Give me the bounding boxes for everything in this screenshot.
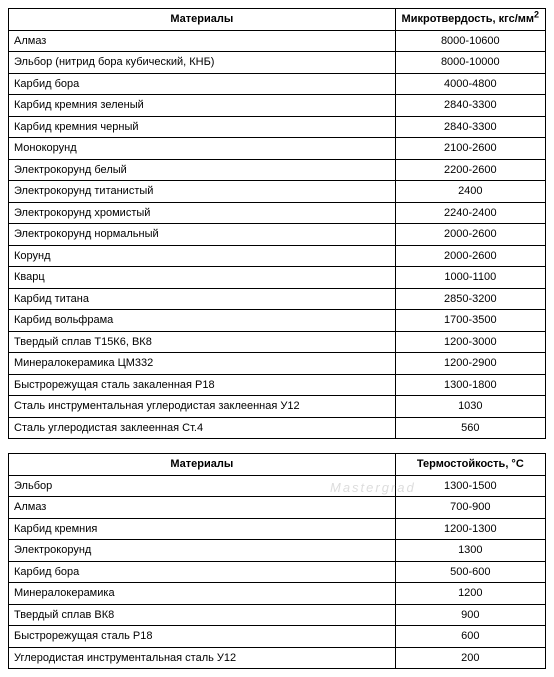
- cell-value: 560: [395, 417, 545, 439]
- table-row: Карбид кремния зеленый2840-3300: [9, 95, 546, 117]
- table-row: Электрокорунд белый2200-2600: [9, 159, 546, 181]
- cell-value: 2840-3300: [395, 95, 545, 117]
- table-row: Монокорунд2100-2600: [9, 138, 546, 160]
- heat-resistance-table: Материалы Термостойкость, °С Эльбор1300-…: [8, 453, 546, 669]
- cell-value: 1300-1500: [395, 475, 545, 497]
- cell-material: Углеродистая инструментальная сталь У12: [9, 647, 396, 669]
- cell-material: Карбид бора: [9, 561, 396, 583]
- table-row: Карбид бора4000-4800: [9, 73, 546, 95]
- cell-material: Эльбор: [9, 475, 396, 497]
- cell-material: Карбид кремния зеленый: [9, 95, 396, 117]
- cell-value: 1000-1100: [395, 267, 545, 289]
- table-row: Эльбор (нитрид бора кубический, КНБ)8000…: [9, 52, 546, 74]
- table-row: Карбид кремния черный2840-3300: [9, 116, 546, 138]
- cell-value: 200: [395, 647, 545, 669]
- cell-material: Карбид титана: [9, 288, 396, 310]
- hardness-table-body: Алмаз8000-10600Эльбор (нитрид бора кубич…: [9, 30, 546, 439]
- cell-value: 1300-1800: [395, 374, 545, 396]
- cell-value: 900: [395, 604, 545, 626]
- cell-value: 2850-3200: [395, 288, 545, 310]
- cell-value: 2000-2600: [395, 224, 545, 246]
- table-row: Алмаз8000-10600: [9, 30, 546, 52]
- table-row: Быстрорежущая сталь закаленная Р181300-1…: [9, 374, 546, 396]
- table-row: Карбид титана2850-3200: [9, 288, 546, 310]
- cell-value: 1200-1300: [395, 518, 545, 540]
- table-row: Сталь инструментальная углеродистая закл…: [9, 396, 546, 418]
- table-row: Электрокорунд нормальный2000-2600: [9, 224, 546, 246]
- cell-material: Кварц: [9, 267, 396, 289]
- table-row: Электрокорунд хромистый2240-2400: [9, 202, 546, 224]
- table-row: Электрокорунд1300: [9, 540, 546, 562]
- cell-value: 2240-2400: [395, 202, 545, 224]
- cell-material: Твердый сплав ВК8: [9, 604, 396, 626]
- cell-material: Электрокорунд хромистый: [9, 202, 396, 224]
- cell-material: Карбид кремния: [9, 518, 396, 540]
- table-row: Углеродистая инструментальная сталь У122…: [9, 647, 546, 669]
- table-row: Карбид вольфрама1700-3500: [9, 310, 546, 332]
- cell-value: 700-900: [395, 497, 545, 519]
- cell-material: Алмаз: [9, 30, 396, 52]
- table-row: Твердый сплав Т15К6, ВК81200-3000: [9, 331, 546, 353]
- cell-value: 4000-4800: [395, 73, 545, 95]
- table-row: Карбид бора500-600: [9, 561, 546, 583]
- cell-value: 2100-2600: [395, 138, 545, 160]
- cell-value: 8000-10000: [395, 52, 545, 74]
- heat-table-body: Эльбор1300-1500Алмаз700-900Карбид кремни…: [9, 475, 546, 669]
- table-row: Корунд2000-2600: [9, 245, 546, 267]
- hardness-col-value: Микротвердость, кгс/мм2: [395, 9, 545, 31]
- heat-col-material: Материалы: [9, 454, 396, 476]
- cell-value: 2200-2600: [395, 159, 545, 181]
- cell-material: Минералокерамика ЦМ332: [9, 353, 396, 375]
- cell-value: 1200: [395, 583, 545, 605]
- cell-material: Электрокорунд титанистый: [9, 181, 396, 203]
- hardness-col-material: Материалы: [9, 9, 396, 31]
- cell-material: Электрокорунд: [9, 540, 396, 562]
- cell-material: Монокорунд: [9, 138, 396, 160]
- table-row: Электрокорунд титанистый2400: [9, 181, 546, 203]
- cell-material: Сталь углеродистая заклеенная Ст.4: [9, 417, 396, 439]
- cell-material: Карбид вольфрама: [9, 310, 396, 332]
- cell-value: 600: [395, 626, 545, 648]
- table-row: Минералокерамика1200: [9, 583, 546, 605]
- cell-value: 500-600: [395, 561, 545, 583]
- cell-value: 1030: [395, 396, 545, 418]
- cell-material: Твердый сплав Т15К6, ВК8: [9, 331, 396, 353]
- table-row: Сталь углеродистая заклеенная Ст.4560: [9, 417, 546, 439]
- cell-material: Алмаз: [9, 497, 396, 519]
- cell-value: 2400: [395, 181, 545, 203]
- cell-value: 1200-3000: [395, 331, 545, 353]
- table-row: Быстрорежущая сталь Р18600: [9, 626, 546, 648]
- cell-material: Быстрорежущая сталь закаленная Р18: [9, 374, 396, 396]
- cell-value: 8000-10600: [395, 30, 545, 52]
- cell-value: 2000-2600: [395, 245, 545, 267]
- cell-value: 1300: [395, 540, 545, 562]
- table-row: Алмаз700-900: [9, 497, 546, 519]
- table-row: Твердый сплав ВК8900: [9, 604, 546, 626]
- cell-material: Электрокорунд нормальный: [9, 224, 396, 246]
- cell-value: 1700-3500: [395, 310, 545, 332]
- heat-col-value: Термостойкость, °С: [395, 454, 545, 476]
- cell-material: Карбид бора: [9, 73, 396, 95]
- hardness-table: Материалы Микротвердость, кгс/мм2 Алмаз8…: [8, 8, 546, 439]
- table-row: Карбид кремния1200-1300: [9, 518, 546, 540]
- cell-material: Быстрорежущая сталь Р18: [9, 626, 396, 648]
- table-row: Кварц1000-1100: [9, 267, 546, 289]
- cell-material: Электрокорунд белый: [9, 159, 396, 181]
- table-gap: [8, 439, 546, 453]
- cell-material: Эльбор (нитрид бора кубический, КНБ): [9, 52, 396, 74]
- cell-value: 1200-2900: [395, 353, 545, 375]
- cell-material: Карбид кремния черный: [9, 116, 396, 138]
- cell-value: 2840-3300: [395, 116, 545, 138]
- cell-material: Сталь инструментальная углеродистая закл…: [9, 396, 396, 418]
- cell-material: Корунд: [9, 245, 396, 267]
- table-row: Минералокерамика ЦМ3321200-2900: [9, 353, 546, 375]
- table-row: Эльбор1300-1500: [9, 475, 546, 497]
- cell-material: Минералокерамика: [9, 583, 396, 605]
